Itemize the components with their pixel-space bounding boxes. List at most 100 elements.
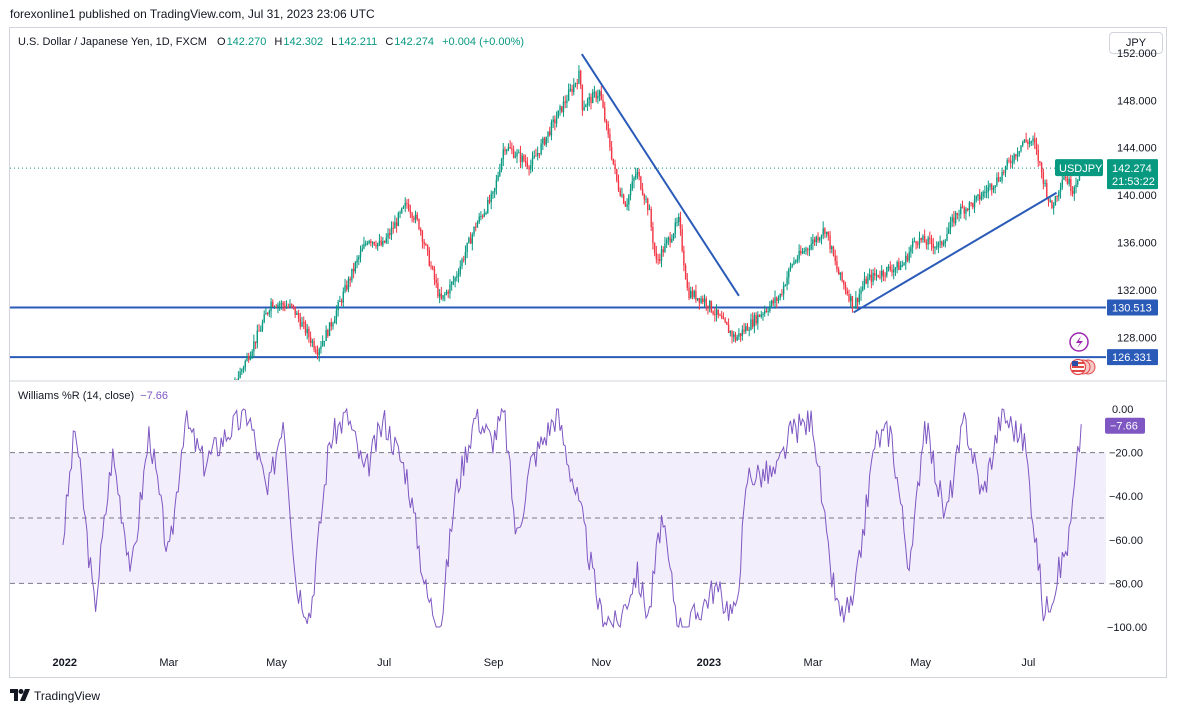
candle-body xyxy=(406,202,408,204)
candle-body xyxy=(1056,196,1058,198)
candle-body xyxy=(698,298,701,303)
candle-body xyxy=(672,233,675,239)
candle-body xyxy=(982,191,984,197)
candle-body xyxy=(377,243,379,247)
candle-body xyxy=(979,194,981,200)
candle-body xyxy=(769,305,771,312)
candle-body xyxy=(514,156,517,158)
date-tick-label: May xyxy=(910,657,931,669)
candle-body xyxy=(454,277,456,282)
level-price-label: 130.513 xyxy=(1112,303,1152,315)
currency-button[interactable]: JPY xyxy=(1109,32,1163,54)
candle-body xyxy=(445,291,448,295)
candle-body xyxy=(464,252,467,260)
candle-body xyxy=(466,242,468,253)
candle-body xyxy=(359,251,362,258)
candle-body xyxy=(480,215,482,217)
date-tick-label: Nov xyxy=(591,657,611,669)
candle-body xyxy=(1047,197,1050,202)
candle-body xyxy=(686,279,689,288)
candle-body xyxy=(487,199,489,213)
last-price-tag xyxy=(1107,159,1158,190)
footer-brand[interactable]: TradingView xyxy=(10,688,100,704)
candle-body xyxy=(972,203,974,208)
candle-body xyxy=(251,351,253,356)
candle-body xyxy=(390,227,393,235)
date-tick-label: 2022 xyxy=(52,657,76,669)
candle-body xyxy=(1066,178,1069,184)
trend-line[interactable] xyxy=(580,53,740,297)
candle-body xyxy=(655,252,658,260)
candle-body xyxy=(1068,179,1070,184)
candle-body xyxy=(884,275,886,277)
candle-body xyxy=(263,314,265,323)
candle-body xyxy=(669,237,671,243)
candle-body xyxy=(468,237,470,243)
candle-body xyxy=(471,234,474,244)
candle-body xyxy=(1042,171,1045,184)
chart-frame xyxy=(9,27,1167,678)
candle-body xyxy=(516,152,518,157)
candle-body xyxy=(287,306,289,308)
candle-body xyxy=(502,149,504,160)
candle-body xyxy=(612,158,615,164)
candle-body xyxy=(277,304,279,308)
candle-body xyxy=(745,326,747,332)
candle-body xyxy=(1013,154,1015,163)
candle-body xyxy=(492,191,494,194)
candle-body xyxy=(984,191,986,193)
lightning-icon[interactable] xyxy=(1069,332,1089,352)
wr-tick-label: −100.00 xyxy=(1107,622,1147,634)
candle-body xyxy=(624,203,627,207)
candle-body xyxy=(617,180,620,191)
level-price-tag xyxy=(1107,299,1158,316)
candle-body xyxy=(1034,138,1036,144)
trend-line[interactable] xyxy=(853,191,1058,314)
candle-body xyxy=(483,213,486,217)
candle-body xyxy=(349,278,351,281)
us-flag-events-icon[interactable] xyxy=(1069,358,1096,376)
candle-body xyxy=(449,284,451,294)
candle-body xyxy=(275,306,277,308)
candle-body xyxy=(626,204,628,207)
candle-body xyxy=(925,242,928,245)
candle-body xyxy=(997,177,1000,181)
candle-body xyxy=(695,290,697,300)
candle-body xyxy=(1004,166,1007,173)
candle-body xyxy=(622,194,625,204)
date-tick-label: Mar xyxy=(159,657,178,669)
candle-body xyxy=(961,206,964,208)
candle-body xyxy=(316,352,319,355)
candle-body xyxy=(758,314,761,317)
candle-body xyxy=(590,96,592,104)
candle-body xyxy=(253,341,255,352)
candle-body xyxy=(941,241,943,246)
candle-body xyxy=(459,266,461,274)
candle-body xyxy=(855,297,857,307)
candle-body xyxy=(292,305,295,307)
candle-body xyxy=(364,243,367,245)
candle-body xyxy=(244,360,246,368)
candle-body xyxy=(1006,160,1008,167)
candle-body xyxy=(339,300,341,303)
date-tick-label: Mar xyxy=(804,657,823,669)
candle-body xyxy=(413,217,415,220)
candle-body xyxy=(597,95,599,99)
candle-body xyxy=(346,285,348,290)
symbol-legend: U.S. Dollar / Japanese Yen, 1D, FXCM O14… xyxy=(18,36,525,48)
candle-body xyxy=(708,301,711,309)
candle-body xyxy=(784,285,787,287)
candle-body xyxy=(351,268,353,281)
candle-body xyxy=(308,328,310,338)
candle-body xyxy=(810,243,812,250)
candle-body xyxy=(344,285,346,292)
candle-body xyxy=(1016,153,1019,157)
candle-body xyxy=(777,298,780,301)
candle-body xyxy=(593,92,596,94)
candle-body xyxy=(1077,180,1079,185)
candle-body xyxy=(936,246,938,248)
candle-body xyxy=(929,237,931,240)
candle-body xyxy=(531,157,534,166)
candle-body xyxy=(602,99,604,108)
